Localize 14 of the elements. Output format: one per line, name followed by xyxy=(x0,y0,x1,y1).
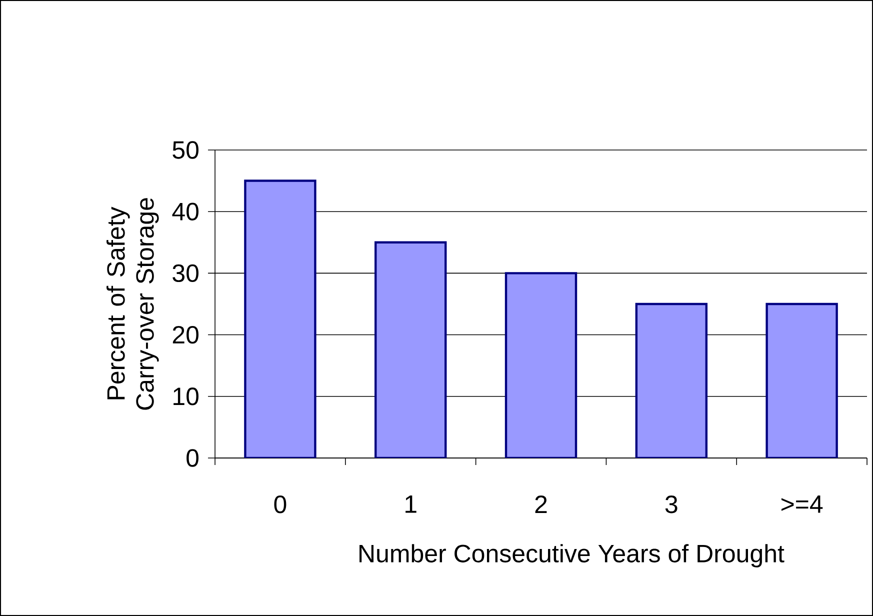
bar xyxy=(244,180,316,458)
y-tick-label: 20 xyxy=(172,326,198,344)
x-tick-label: 3 xyxy=(665,496,678,514)
y-axis-title: Percent of Safety Carry-over Storage xyxy=(106,198,159,410)
y-tick-label: 40 xyxy=(172,202,198,220)
y-tick-label: 30 xyxy=(172,264,198,282)
x-tick-label: >=4 xyxy=(781,496,823,513)
y-tick-label: 50 xyxy=(172,141,198,159)
x-tick-label: 0 xyxy=(274,496,286,514)
x-axis-title: Number Consecutive Years of Drought xyxy=(360,544,784,568)
x-tick-label: 2 xyxy=(535,496,547,513)
y-tick-label: 0 xyxy=(186,449,198,467)
y-tick-label: 10 xyxy=(174,388,198,406)
x-tick-label: 1 xyxy=(406,496,416,513)
